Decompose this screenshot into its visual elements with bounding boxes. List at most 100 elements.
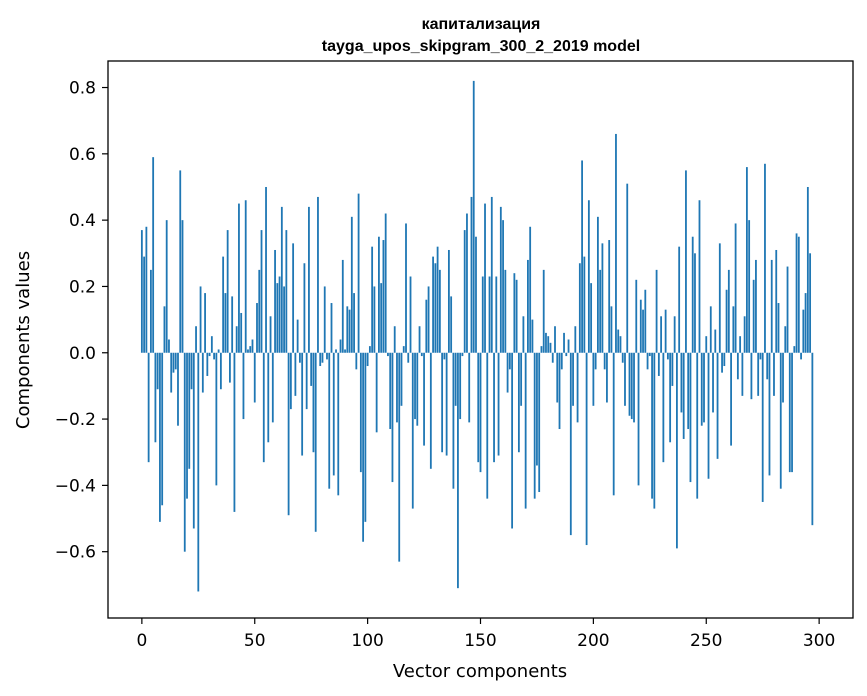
bar-283	[779, 352, 782, 489]
bar-140	[457, 352, 459, 589]
bar-128	[429, 352, 432, 469]
bar-108	[384, 213, 387, 353]
bar-92	[348, 309, 351, 353]
bar-291	[797, 236, 800, 353]
bar-135	[445, 352, 448, 456]
bar-181	[549, 342, 552, 353]
bar-139	[454, 352, 457, 406]
bar-11	[165, 220, 168, 353]
bar-46	[244, 200, 247, 353]
bar-94	[353, 293, 355, 353]
bar-67	[292, 243, 295, 353]
bar-98	[362, 352, 365, 542]
bar-268	[745, 167, 748, 353]
bar-222	[642, 309, 644, 353]
y-tick-label: 0.4	[69, 211, 96, 231]
bar-191	[572, 352, 574, 406]
bar-105	[378, 236, 380, 353]
bar-111	[391, 352, 394, 483]
bar-1	[143, 256, 146, 353]
bar-173	[531, 319, 534, 353]
bar-230	[660, 316, 663, 353]
bar-64	[285, 230, 288, 353]
bar-275	[761, 352, 764, 502]
bar-273	[757, 352, 760, 396]
bar-136	[447, 249, 450, 353]
bar-133	[441, 352, 444, 453]
bar-104	[375, 352, 378, 433]
bar-16	[177, 352, 179, 426]
bar-20	[186, 352, 188, 499]
bar-17	[179, 170, 182, 353]
bar-100	[366, 352, 369, 367]
bar-106	[380, 283, 383, 353]
bar-203	[599, 269, 602, 353]
bar-196	[583, 256, 586, 353]
bar-288	[791, 352, 793, 473]
bar-183	[554, 326, 556, 353]
bar-250	[705, 336, 708, 353]
bar-272	[755, 259, 757, 353]
bar-163	[508, 352, 511, 370]
chart-title: капитализация	[422, 16, 541, 33]
bar-36	[222, 256, 225, 353]
bar-25	[197, 352, 200, 592]
bar-176	[538, 352, 541, 493]
bar-240	[682, 352, 685, 439]
y-tick-label: 0.6	[69, 145, 96, 165]
bar-201	[594, 352, 597, 370]
bar-47	[247, 349, 249, 353]
bar-217	[630, 352, 633, 420]
bar-144	[466, 213, 468, 353]
bar-81	[323, 286, 326, 353]
bar-13	[170, 352, 173, 393]
bar-32	[213, 352, 216, 360]
bar-101	[368, 346, 371, 353]
bar-35	[219, 352, 222, 390]
bar-118	[407, 352, 410, 363]
bar-4	[149, 269, 152, 353]
bar-62	[280, 206, 283, 353]
bar-51	[256, 303, 258, 353]
bar-242	[687, 352, 690, 430]
bar-121	[414, 352, 416, 420]
bar-221	[639, 299, 642, 353]
bar-50	[253, 352, 256, 403]
bar-126	[425, 299, 428, 353]
bar-90	[344, 349, 346, 353]
bar-69	[296, 319, 299, 353]
bar-57	[269, 316, 272, 353]
bar-179	[545, 332, 547, 353]
bar-259	[725, 289, 728, 353]
bar-86	[335, 349, 337, 353]
bar-248	[700, 352, 703, 426]
bar-123	[418, 326, 421, 353]
bar-151	[481, 276, 484, 353]
bar-281	[775, 249, 778, 353]
bar-53	[260, 230, 263, 353]
bar-147	[472, 80, 475, 353]
bar-124	[420, 352, 423, 357]
bar-2	[145, 226, 148, 353]
bar-252	[709, 306, 712, 353]
bar-207	[608, 240, 611, 353]
bar-117	[405, 223, 407, 353]
bar-15	[174, 352, 177, 370]
bar-168	[520, 352, 523, 406]
bar-198	[587, 200, 590, 353]
bar-157	[495, 276, 498, 353]
bar-40	[231, 296, 234, 353]
bar-287	[788, 352, 791, 473]
bar-78	[317, 196, 319, 353]
bar-280	[773, 352, 775, 396]
x-tick-label: 50	[244, 631, 266, 651]
bar-30	[208, 352, 211, 357]
bar-153	[486, 352, 489, 499]
bar-7	[156, 352, 159, 390]
bar-70	[298, 352, 301, 363]
bar-195	[581, 160, 583, 353]
bar-137	[450, 296, 453, 353]
bar-286	[786, 266, 789, 353]
x-axis-label: Vector components	[393, 661, 567, 682]
bar-142	[461, 352, 464, 357]
